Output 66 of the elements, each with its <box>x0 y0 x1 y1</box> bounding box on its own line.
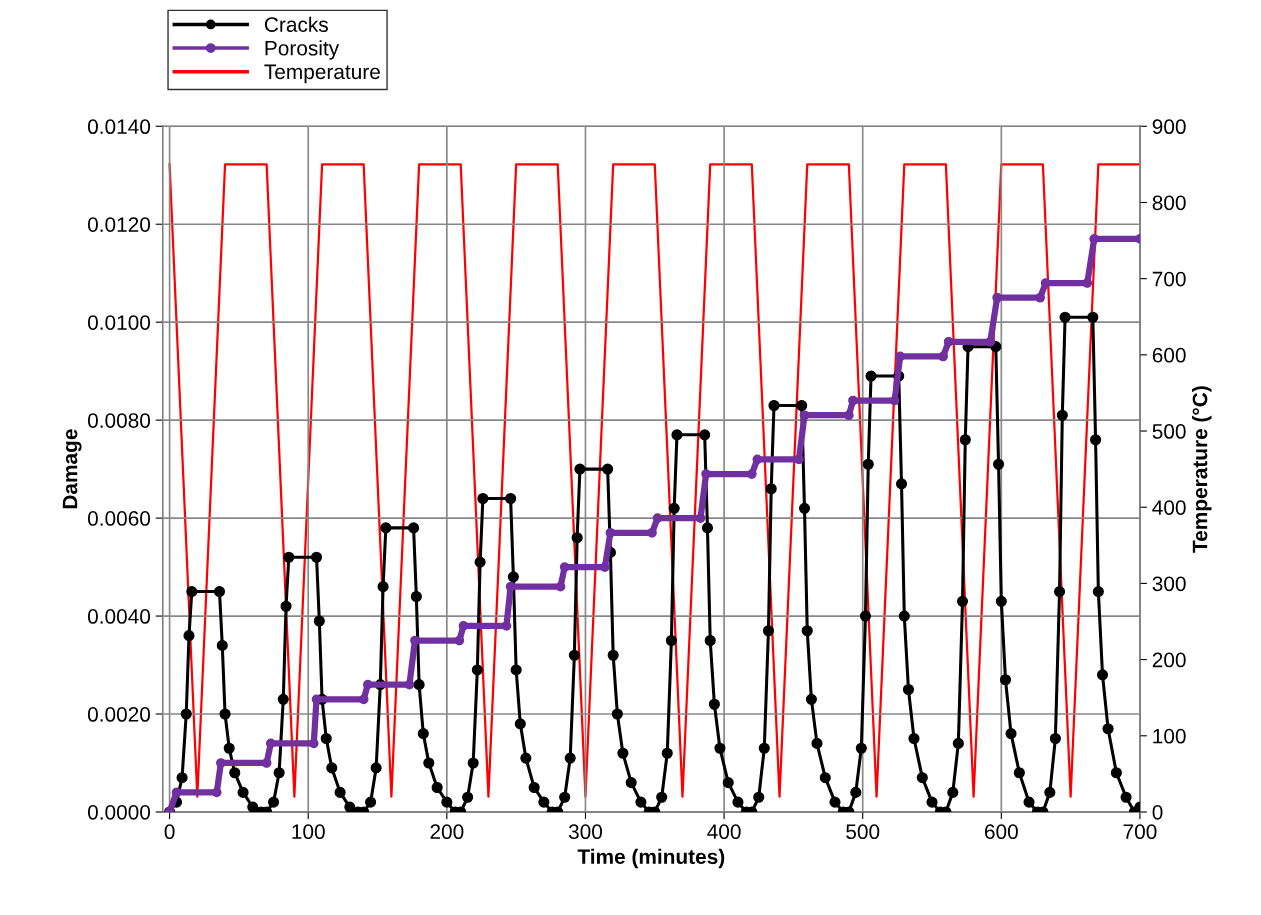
y2-tick-label: 800 <box>1152 195 1186 211</box>
point <box>505 581 516 592</box>
point <box>458 620 469 631</box>
y-tick-label: 0.0020 <box>87 707 151 722</box>
point <box>985 336 996 347</box>
point <box>265 738 276 749</box>
point <box>600 562 610 572</box>
point <box>410 635 420 646</box>
point <box>358 694 369 705</box>
y-axis-title: Damage <box>62 429 82 509</box>
point <box>752 454 763 465</box>
point <box>943 336 954 347</box>
y-tick-label: 0.0000 <box>87 804 151 820</box>
point <box>848 395 858 406</box>
y-tick-label: 0.0140 <box>87 119 151 135</box>
point <box>895 351 905 362</box>
point <box>799 410 810 421</box>
point <box>938 351 948 362</box>
y-tick-label: 0.0040 <box>87 609 151 624</box>
point <box>647 527 657 538</box>
point <box>889 395 900 406</box>
x-tick-label: 300 <box>568 824 603 840</box>
point <box>559 562 570 572</box>
point <box>1040 278 1051 288</box>
x-tick-label: 600 <box>985 824 1018 840</box>
point <box>501 620 512 631</box>
y-tick-label: 0.0120 <box>87 217 151 232</box>
y2-tick-label: 700 <box>1152 271 1186 287</box>
point <box>216 758 226 768</box>
y2-tick-label: 0 <box>1152 804 1163 820</box>
point <box>454 635 465 646</box>
point <box>404 679 415 690</box>
x-tick-label: 700 <box>1123 824 1157 840</box>
point <box>211 787 222 798</box>
x-tick-label: 200 <box>430 824 464 840</box>
y2-axis-title: Temperature (°C) <box>1192 386 1212 553</box>
point <box>605 527 616 538</box>
point <box>308 738 319 749</box>
x-tick-label: 400 <box>707 824 741 840</box>
point <box>701 469 711 479</box>
point <box>695 513 706 523</box>
point <box>1035 292 1045 303</box>
x-tick-label: 500 <box>846 824 880 840</box>
point <box>171 787 182 798</box>
point <box>1082 278 1093 288</box>
y2-tick-label: 300 <box>1152 576 1186 592</box>
y2-tick-label: 100 <box>1153 728 1186 744</box>
point <box>794 454 804 465</box>
y2-tick-label: 900 <box>1152 119 1186 135</box>
point <box>652 513 663 523</box>
y-tick-label: 0.0080 <box>87 413 151 428</box>
legend-label: Temperature <box>264 64 380 84</box>
x-tick-label: 100 <box>292 824 325 840</box>
y2-tick-label: 600 <box>1152 347 1186 363</box>
point <box>311 694 322 705</box>
y2-tick-label: 200 <box>1152 652 1186 668</box>
point <box>362 679 373 690</box>
point <box>555 581 566 592</box>
y-tick-label: 0.0100 <box>87 315 151 330</box>
x-tick-label: 0 <box>164 824 175 840</box>
y-tick-label: 0.0060 <box>87 511 151 526</box>
legend-label: Porosity <box>265 40 340 60</box>
y2-tick-label: 400 <box>1152 500 1186 515</box>
y2-tick-label: 500 <box>1152 424 1186 439</box>
legend-label: Cracks <box>264 16 328 32</box>
x-axis-title: Time (minutes) <box>577 848 725 869</box>
